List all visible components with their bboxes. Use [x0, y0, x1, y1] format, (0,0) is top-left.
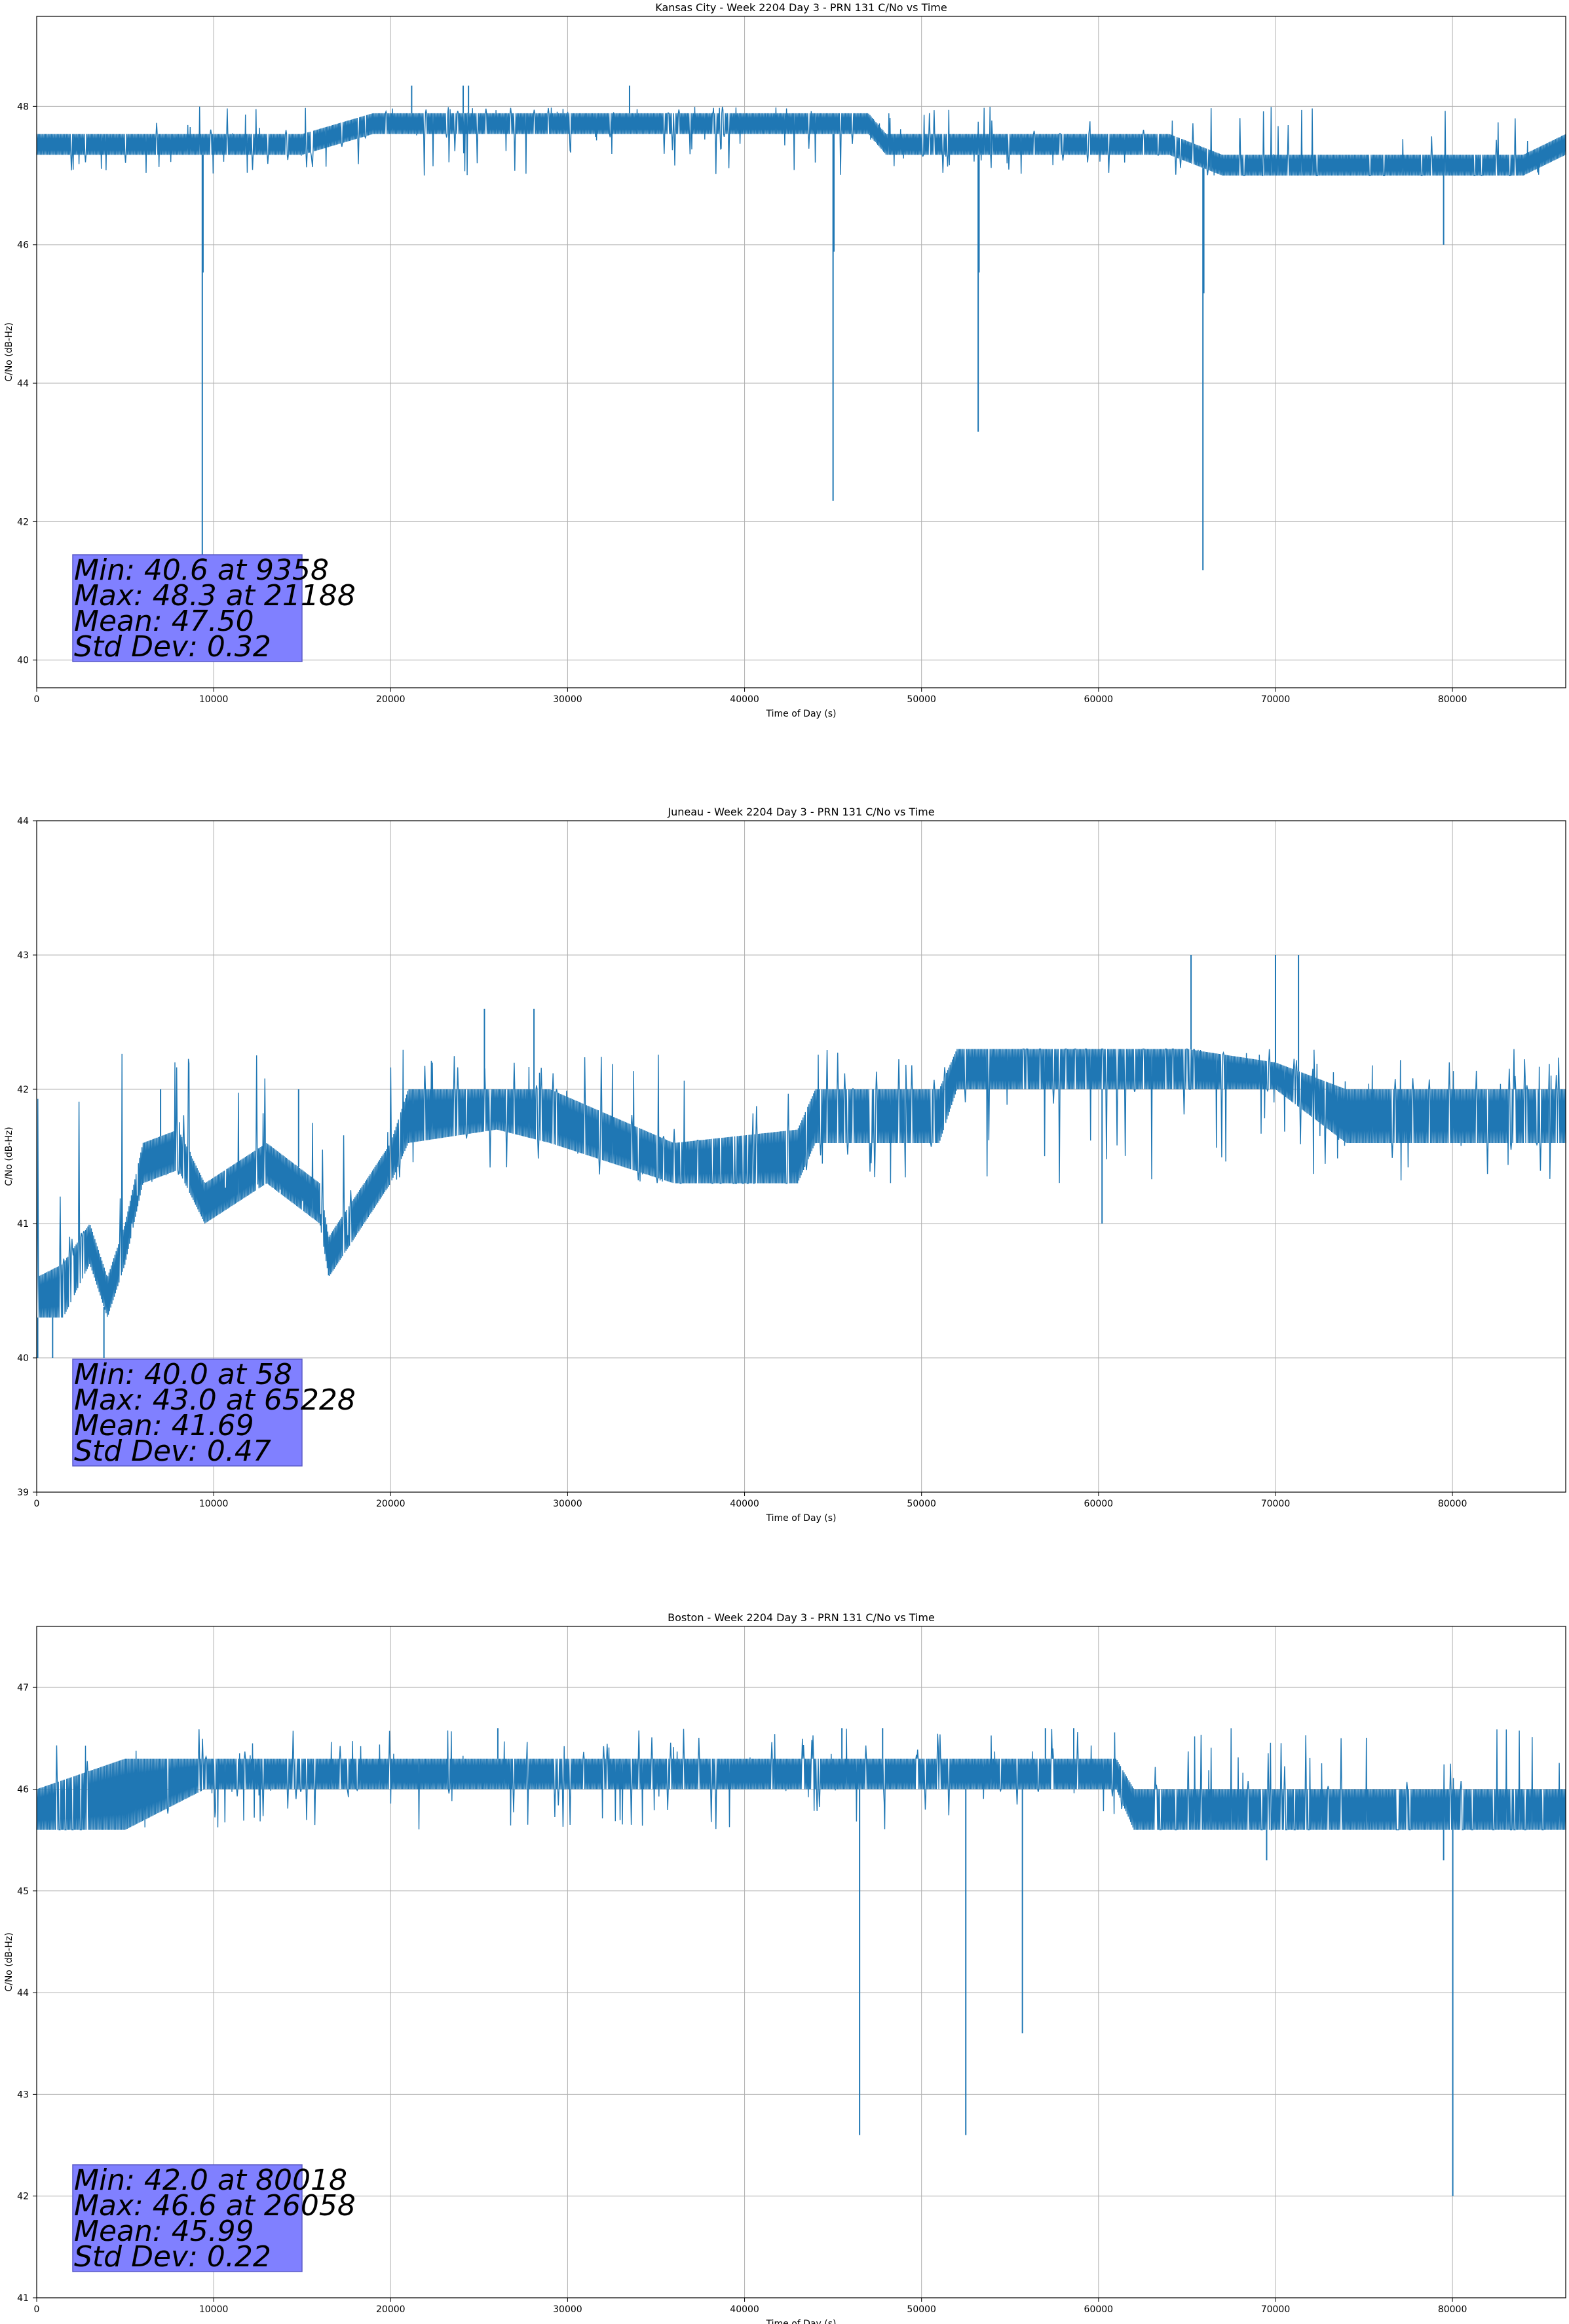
x-tick-label: 20000	[376, 2304, 406, 2315]
plot-frame	[36, 820, 1566, 1493]
y-tick-label: 43	[17, 2090, 29, 2100]
stats-box	[72, 1359, 303, 1467]
y-tick-label: 48	[17, 102, 29, 112]
x-tick-label: 80000	[1438, 2304, 1467, 2315]
stats-line: Mean: 41.69	[74, 1409, 254, 1442]
stats-line: Max: 43.0 at 65228	[74, 1383, 356, 1417]
x-tick-label: 20000	[376, 1499, 406, 1509]
chart-title: Boston - Week 2204 Day 3 - PRN 131 C/No …	[668, 1611, 935, 1624]
chart-title: Juneau - Week 2204 Day 3 - PRN 131 C/No …	[667, 806, 934, 818]
stats-line: Min: 40.0 at 58	[74, 1358, 292, 1391]
x-tick-label: 50000	[907, 1499, 936, 1509]
series-line	[36, 1048, 1566, 1318]
y-tick-label: 44	[17, 379, 29, 389]
y-tick-label: 39	[17, 1488, 29, 1498]
plot-frame	[36, 16, 1566, 688]
x-tick-label: 30000	[553, 2304, 582, 2315]
y-tick-label: 43	[17, 950, 29, 961]
x-tick-label: 50000	[907, 694, 936, 705]
x-tick-label: 10000	[199, 2304, 229, 2315]
chart-title: Kansas City - Week 2204 Day 3 - PRN 131 …	[655, 1, 947, 14]
y-tick-label: 40	[17, 656, 29, 666]
stats-line: Std Dev: 0.22	[74, 2240, 271, 2274]
y-axis-label: C/No (dB-Hz)	[4, 1127, 14, 1186]
y-tick-label: 40	[17, 1353, 29, 1364]
chart-panel-3: 0 10000 20000 30000 40000 50000 60000 70000 8000…	[4, 1611, 1566, 2324]
y-tick-label: 41	[17, 2293, 29, 2304]
x-tick-label: 80000	[1438, 694, 1467, 705]
stats-line: Mean: 45.99	[74, 2215, 254, 2248]
x-axis-label: Time of Day (s)	[766, 2319, 837, 2324]
chart-panel-2: 0 10000 20000 30000 40000 50000 60000 70000 8000…	[4, 806, 1566, 1524]
y-tick-label: 44	[17, 816, 29, 827]
x-tick-label: 40000	[730, 694, 759, 705]
stats-line: Mean: 47.50	[74, 605, 254, 638]
x-tick-label: 0	[34, 1499, 40, 1509]
stats-line: Max: 46.6 at 26058	[74, 2189, 356, 2222]
y-tick-label: 42	[17, 517, 29, 527]
stats-box	[72, 554, 303, 662]
x-tick-label: 30000	[553, 1499, 582, 1509]
chart-panel-1: 0 10000 20000 30000 40000 50000 60000 70000 8000…	[4, 1, 1566, 719]
y-tick-label: 45	[17, 1886, 29, 1897]
x-tick-label: 60000	[1084, 1499, 1114, 1509]
y-tick-label: 46	[17, 240, 29, 251]
x-tick-label: 10000	[199, 1499, 229, 1509]
y-axis-label: C/No (dB-Hz)	[4, 322, 14, 381]
x-tick-label: 70000	[1261, 2304, 1291, 2315]
x-tick-label: 40000	[730, 1499, 759, 1509]
y-tick-label: 47	[17, 1683, 29, 1693]
plot-frame	[36, 1626, 1566, 2298]
y-tick-label: 42	[17, 2192, 29, 2202]
y-tick-label: 46	[17, 1784, 29, 1795]
y-tick-label: 41	[17, 1219, 29, 1229]
y-tick-label: 44	[17, 1988, 29, 1998]
series-line	[36, 106, 1566, 176]
x-tick-label: 10000	[199, 694, 229, 705]
x-axis-label: Time of Day (s)	[766, 1513, 837, 1524]
x-tick-label: 40000	[730, 2304, 759, 2315]
x-tick-label: 0	[34, 694, 40, 705]
x-tick-label: 60000	[1084, 694, 1114, 705]
y-tick-label: 42	[17, 1085, 29, 1095]
stats-line: Std Dev: 0.47	[74, 1434, 271, 1468]
x-tick-label: 80000	[1438, 1499, 1467, 1509]
stats-line: Min: 42.0 at 80018	[74, 2164, 347, 2197]
x-tick-label: 30000	[553, 694, 582, 705]
x-tick-label: 70000	[1261, 694, 1291, 705]
x-tick-label: 0	[34, 2304, 40, 2315]
stats-line: Std Dev: 0.32	[74, 630, 271, 664]
stats-line: Min: 40.6 at 9358	[74, 553, 329, 587]
y-axis-label: C/No (dB-Hz)	[4, 1932, 14, 1991]
stats-line: Max: 48.3 at 21188	[74, 579, 356, 612]
x-tick-label: 20000	[376, 694, 406, 705]
x-tick-label: 70000	[1261, 1499, 1291, 1509]
x-tick-label: 50000	[907, 2304, 936, 2315]
x-tick-label: 60000	[1084, 2304, 1114, 2315]
stats-box	[72, 2164, 303, 2272]
series-line	[36, 1728, 1566, 1831]
x-axis-label: Time of Day (s)	[766, 709, 837, 719]
